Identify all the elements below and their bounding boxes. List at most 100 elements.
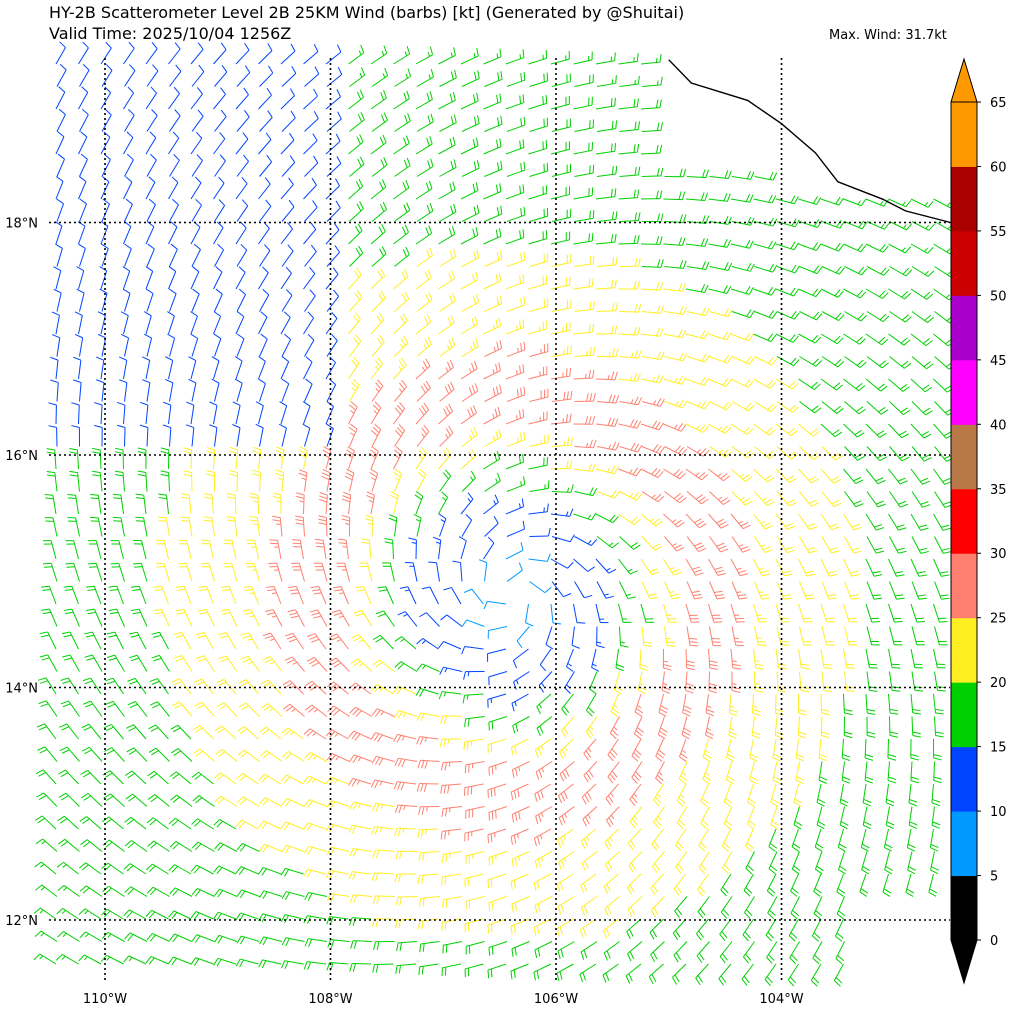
wind-barb <box>42 562 58 582</box>
wind-barb <box>349 156 365 177</box>
wind-barb <box>125 724 147 740</box>
wind-barb <box>226 516 238 537</box>
wind-barb <box>116 424 126 447</box>
wind-barb <box>76 266 85 290</box>
wind-barb <box>676 806 688 829</box>
wind-barb <box>124 198 133 222</box>
wind-barb <box>258 959 282 969</box>
wind-barb <box>79 153 88 177</box>
wind-barb <box>550 322 571 335</box>
wind-barb <box>911 356 934 370</box>
wind-barb <box>461 646 484 655</box>
wind-barb <box>304 244 317 267</box>
wind-barb <box>550 413 572 425</box>
wind-barb <box>723 783 733 807</box>
wind-barb <box>814 851 824 875</box>
wind-barb <box>416 424 430 447</box>
wind-barb <box>595 513 619 524</box>
wind-barb <box>641 398 665 407</box>
wind-barb <box>240 655 260 672</box>
wind-barb <box>820 468 842 484</box>
wind-barb <box>255 401 264 425</box>
wind-barb <box>361 538 372 560</box>
wind-barb <box>90 516 103 537</box>
wind-barb <box>350 658 373 672</box>
wind-barb <box>86 585 102 605</box>
wind-barb <box>641 491 665 503</box>
wind-barb <box>511 806 530 823</box>
wind-barb <box>438 641 462 650</box>
wind-barb <box>673 941 688 963</box>
wind-barb <box>236 244 248 267</box>
wind-barb <box>195 655 215 672</box>
wind-barb <box>348 178 364 200</box>
wind-barb <box>198 608 215 627</box>
wind-barb <box>731 171 755 180</box>
lon-tick-label: 108°W <box>308 992 352 1007</box>
wind-barb <box>137 470 148 492</box>
wind-barb <box>394 246 410 267</box>
wind-barb <box>595 97 616 110</box>
wind-barb <box>865 513 885 531</box>
wind-barb <box>618 513 641 526</box>
wind-barb <box>551 299 572 312</box>
wind-barb <box>272 492 282 515</box>
wind-barb <box>911 581 928 600</box>
wind-barb <box>168 266 177 290</box>
wind-barb <box>265 585 282 605</box>
wind-barb <box>101 243 109 267</box>
wind-barb <box>580 873 597 894</box>
wind-barb <box>506 161 526 177</box>
wind-barb <box>910 333 933 346</box>
wind-barb <box>235 221 247 245</box>
wind-barb <box>348 777 372 787</box>
wind-barb <box>595 603 609 624</box>
wind-barb <box>653 783 664 807</box>
wind-barb <box>438 47 456 65</box>
wind-barb <box>866 446 888 462</box>
wind-barb <box>607 738 619 762</box>
wind-barb <box>865 423 887 438</box>
wind-barb <box>295 492 305 515</box>
wind-barb <box>775 513 796 530</box>
wind-barb <box>100 954 124 965</box>
wind-barb <box>564 671 575 694</box>
wind-barb <box>326 111 342 132</box>
wind-barb <box>776 401 800 413</box>
wind-barb <box>281 378 290 402</box>
wind-barb <box>82 677 102 695</box>
wind-barb <box>814 828 824 852</box>
wind-barb <box>865 558 883 577</box>
wind-barb <box>390 491 399 515</box>
wind-barb <box>211 356 220 380</box>
wind-barb <box>928 873 938 897</box>
wind-barb <box>602 918 619 939</box>
wind-barb <box>650 896 665 918</box>
wind-barb <box>303 133 318 155</box>
wind-barb <box>619 166 641 177</box>
wind-barb <box>220 585 237 605</box>
wind-barb <box>604 828 619 850</box>
wind-barb <box>751 716 761 739</box>
wind-barb <box>144 333 153 357</box>
wind-barb <box>278 423 287 447</box>
wind-barb <box>103 723 124 740</box>
wind-barb <box>604 896 620 917</box>
wind-barb <box>888 198 912 208</box>
wind-barb <box>754 310 778 319</box>
colorbar-segment <box>951 875 977 941</box>
wind-barb <box>719 941 733 964</box>
colorbar-segment <box>951 102 977 167</box>
wind-barb <box>258 132 272 155</box>
wind-barb <box>664 399 688 409</box>
colorbar-segment <box>951 617 977 683</box>
wind-barb <box>754 446 777 459</box>
wind-barb <box>168 131 180 155</box>
wind-barb <box>368 446 379 470</box>
wind-barb <box>884 851 893 875</box>
wind-barb <box>910 468 931 485</box>
colorbar-segment <box>951 682 977 748</box>
wind-barb <box>753 240 777 250</box>
wind-barb <box>484 340 503 357</box>
wind-barb <box>213 911 237 921</box>
